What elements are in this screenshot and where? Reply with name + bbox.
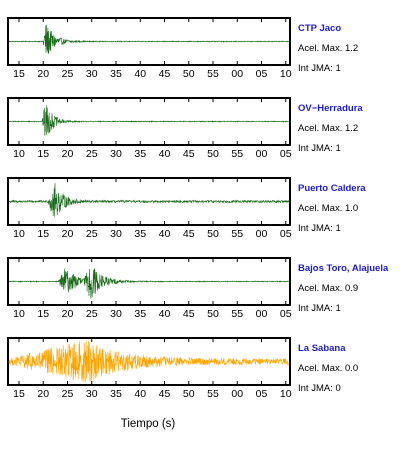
x-tick-label: 45 [183, 148, 195, 160]
seismogram-panel: 10 15 20 25 30 35 40 45 50 55 00 05 OV−Herradura Acel… [7, 97, 363, 160]
station-name: OV−Herradura [298, 103, 363, 114]
x-tick-label: 10 [280, 388, 292, 400]
jma-intensity-label: Int JMA: 1 [298, 223, 341, 234]
x-tick-label: 15 [13, 68, 25, 80]
x-tick-label: 25 [86, 308, 98, 320]
x-tick-label: 15 [37, 308, 49, 320]
jma-intensity-label: Int JMA: 1 [298, 63, 341, 74]
x-tick-label: 45 [183, 308, 195, 320]
x-tick-label: 05 [256, 68, 268, 80]
x-tick-label: 25 [62, 388, 74, 400]
x-tick-label: 05 [280, 308, 292, 320]
x-tick-label: 05 [280, 228, 292, 240]
x-tick-label: 10 [13, 228, 25, 240]
jma-intensity-label: Int JMA: 1 [298, 143, 341, 154]
waveform-trace [8, 24, 290, 54]
x-tick-label: 45 [159, 388, 171, 400]
waveform-trace [8, 268, 290, 299]
max-acceleration-label: Acel. Max. 0.0 [298, 363, 358, 374]
seismogram-panel: 15 20 25 30 35 40 45 50 55 00 05 10 La Sabana Acel. M… [7, 337, 358, 400]
seismogram-panel: 15 20 25 30 35 40 45 50 55 00 05 10 CTP Jaco Acel. Ma… [7, 17, 358, 80]
x-tick-label: 50 [183, 388, 195, 400]
station-name: Bajos Toro, Alajuela [298, 263, 389, 274]
x-tick-label: 30 [110, 228, 122, 240]
x-axis-label: Tiempo (s) [121, 418, 176, 430]
x-tick-label: 35 [134, 308, 146, 320]
x-tick-label: 45 [183, 228, 195, 240]
x-tick-label: 40 [134, 68, 146, 80]
x-tick-label: 05 [280, 148, 292, 160]
x-tick-label: 20 [62, 228, 74, 240]
jma-intensity-label: Int JMA: 0 [298, 383, 341, 394]
x-tick-label: 20 [62, 308, 74, 320]
station-name: La Sabana [298, 343, 346, 354]
x-tick-label: 25 [86, 148, 98, 160]
x-tick-label: 30 [86, 68, 98, 80]
max-acceleration-label: Acel. Max. 1.2 [298, 43, 358, 54]
x-tick-label: 25 [62, 68, 74, 80]
seismogram-panel: 10 15 20 25 30 35 40 45 50 55 00 05 Bajos Toro, Alaj… [7, 257, 389, 320]
x-tick-label: 15 [37, 228, 49, 240]
x-tick-label: 45 [159, 68, 171, 80]
max-acceleration-label: Acel. Max. 1.0 [298, 203, 358, 214]
waveform-trace [8, 105, 290, 136]
x-tick-label: 00 [231, 388, 243, 400]
jma-intensity-label: Int JMA: 1 [298, 303, 341, 314]
x-tick-label: 40 [159, 148, 171, 160]
x-tick-label: 25 [86, 228, 98, 240]
x-tick-label: 00 [231, 68, 243, 80]
max-acceleration-label: Acel. Max. 1.2 [298, 123, 358, 134]
x-tick-label: 50 [207, 228, 219, 240]
x-tick-label: 00 [256, 148, 268, 160]
waveform-trace [8, 183, 290, 217]
x-tick-label: 30 [110, 308, 122, 320]
x-tick-label: 35 [134, 148, 146, 160]
x-tick-label: 10 [13, 308, 25, 320]
x-tick-label: 10 [13, 148, 25, 160]
x-tick-label: 35 [134, 228, 146, 240]
station-name: Puerto Caldera [298, 183, 366, 194]
x-tick-label: 55 [231, 228, 243, 240]
x-tick-label: 00 [256, 308, 268, 320]
x-tick-label: 15 [13, 388, 25, 400]
x-tick-label: 35 [110, 68, 122, 80]
x-tick-label: 30 [86, 388, 98, 400]
x-tick-label: 35 [110, 388, 122, 400]
x-tick-label: 30 [110, 148, 122, 160]
x-tick-label: 00 [256, 228, 268, 240]
x-tick-label: 55 [207, 388, 219, 400]
x-tick-label: 50 [207, 308, 219, 320]
x-tick-label: 55 [231, 148, 243, 160]
x-tick-label: 15 [37, 148, 49, 160]
x-tick-label: 50 [183, 68, 195, 80]
x-tick-label: 55 [207, 68, 219, 80]
x-tick-label: 55 [231, 308, 243, 320]
x-tick-label: 20 [37, 388, 49, 400]
waveform-trace [8, 340, 290, 383]
seismogram-panel: 10 15 20 25 30 35 40 45 50 55 00 05 Puerto Caldera Ac… [7, 177, 366, 240]
x-tick-label: 40 [159, 308, 171, 320]
seismogram-panels: 15 20 25 30 35 40 45 50 55 00 05 10 CTP Jaco Acel. Ma… [7, 17, 389, 400]
station-name: CTP Jaco [298, 23, 341, 34]
x-tick-label: 20 [62, 148, 74, 160]
x-tick-label: 10 [280, 68, 292, 80]
x-tick-label: 50 [207, 148, 219, 160]
x-tick-label: 40 [134, 388, 146, 400]
max-acceleration-label: Acel. Max. 0.9 [298, 283, 358, 294]
x-tick-label: 20 [37, 68, 49, 80]
x-tick-label: 05 [256, 388, 268, 400]
x-tick-label: 40 [159, 228, 171, 240]
